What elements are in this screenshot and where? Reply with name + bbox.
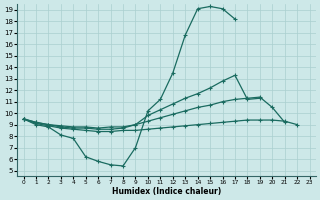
X-axis label: Humidex (Indice chaleur): Humidex (Indice chaleur): [112, 187, 221, 196]
